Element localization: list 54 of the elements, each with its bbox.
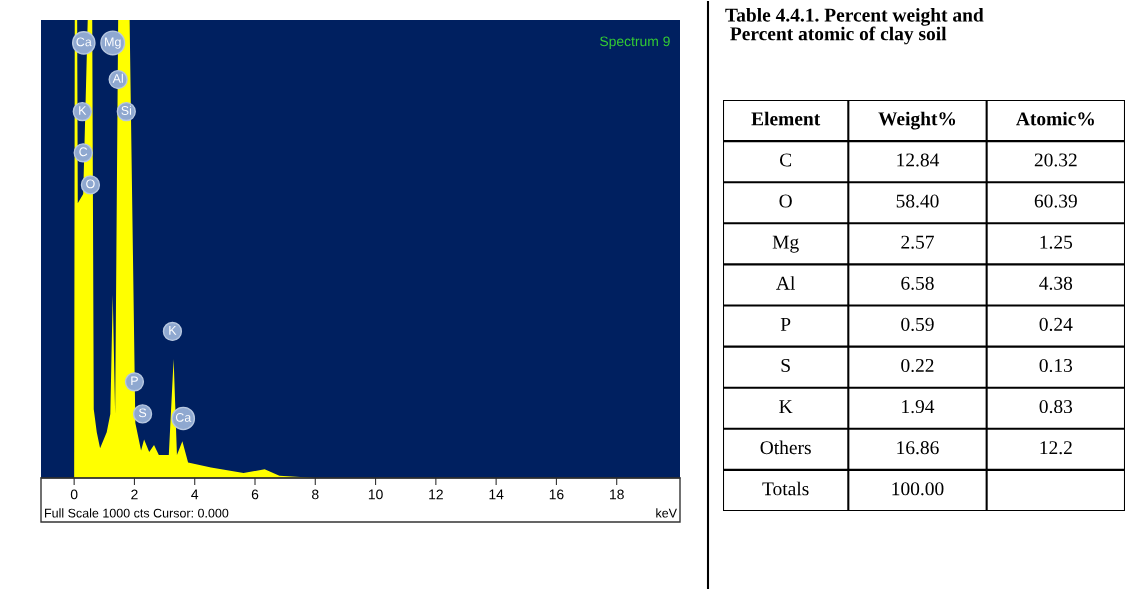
chart-title: Table 4.4.1. Percent weight and Percent atomic of clay soil [725,8,984,45]
x-tick-label: 2 [131,489,138,500]
data-label: 100.00 [892,482,944,496]
data-label: 60.39 [1034,194,1077,208]
y-tick-label: Totals [762,481,809,496]
annotation: Si [121,105,132,115]
y-tick-label: P [780,317,791,331]
y-tick-label: Al [776,276,795,290]
data-label: 20.32 [1034,153,1077,167]
x-tick-label: 6 [251,489,259,500]
x-tick-label: 10 [368,489,383,500]
data-label: 0.24 [1039,317,1073,331]
annotation: Ca [175,412,192,422]
data-label: 12.84 [897,153,940,167]
data-label: 1.94 [902,400,935,414]
x-tick-label: 8 [312,489,319,500]
annotation: C [79,147,88,157]
x-tick-label: 12 [429,489,443,500]
data-label: 0.22 [901,358,934,373]
annotation: Mg [105,37,121,49]
annotation: Al [112,73,123,83]
data-label: 6.58 [901,276,934,290]
data-label: 1.25 [1040,235,1073,249]
y-tick-label: S [781,358,790,373]
x-axis-title: keV [656,508,677,518]
y-tick-label: O [779,194,792,208]
data-label: 2.57 [901,235,934,249]
y-tick-label: Others [760,440,811,455]
annotation: P [131,376,138,386]
annotation: S [138,408,147,418]
text: Full Scale 1000 cts Cursor: 0.000 [45,508,229,518]
data-label: 0.83 [1039,400,1073,414]
data-label: 4.38 [1039,276,1073,290]
text: Spectrum 9 [600,36,670,49]
data-label: 58.40 [896,194,939,208]
annotation: K [79,106,87,115]
data-label: 0.59 [901,317,934,331]
y-tick-label: Mg [772,235,799,253]
data-label: 12.2 [1040,441,1072,455]
x-tick-label: 4 [191,489,199,500]
annotation: O [86,179,95,189]
x-tick-label: Atomic% [1016,111,1094,126]
y-axis-title: Element [751,111,821,126]
x-tick-label: 14 [489,489,504,500]
x-tick-label: 18 [610,489,624,500]
data-label: 16.86 [897,441,939,455]
data-label: 0.13 [1039,358,1073,373]
y-tick-label: K [779,400,793,413]
x-tick-label: 0 [70,489,78,500]
x-tick-label: 16 [549,489,564,500]
y-tick-label: C [779,153,792,167]
x-tick-label: Weight% [878,111,956,130]
annotation: K [169,326,177,335]
annotation: Ca [76,37,92,47]
